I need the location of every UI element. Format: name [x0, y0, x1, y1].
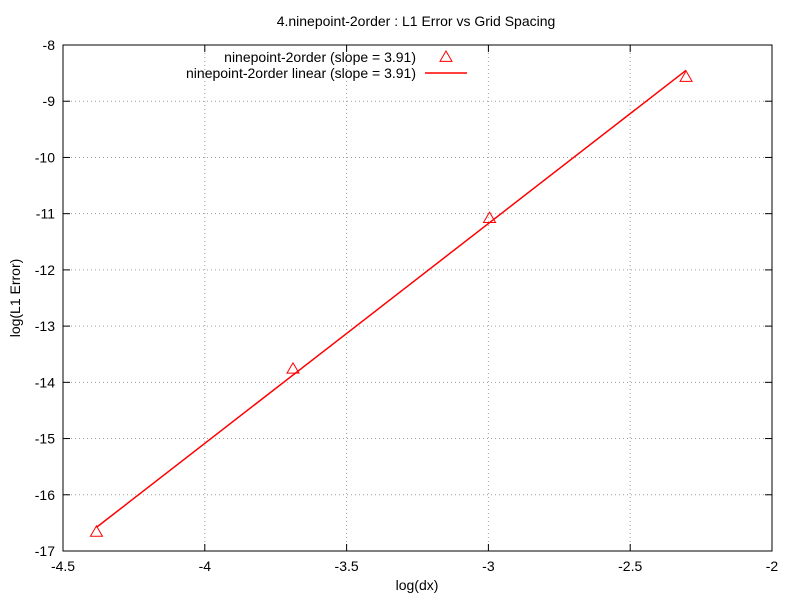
data-point-marker	[286, 361, 300, 374]
legend-label: ninepoint-2order linear (slope = 3.91)	[186, 65, 416, 81]
x-tick-label: -4	[199, 558, 212, 574]
chart-title: 4.ninepoint-2order : L1 Error vs Grid Sp…	[277, 13, 556, 29]
plot-frame	[62, 44, 773, 552]
x-tick-label: -4.5	[51, 558, 75, 574]
y-tick-label: -8	[43, 37, 56, 53]
y-tick-label: -12	[35, 262, 55, 278]
x-tick-label: -3.5	[335, 558, 359, 574]
data-point-marker	[679, 70, 693, 82]
y-tick-label: -16	[35, 487, 55, 503]
x-tick-label: -2.5	[618, 558, 642, 574]
y-tick-label: -13	[35, 318, 55, 334]
y-tick-label: -11	[36, 206, 55, 222]
tick-labels: -4.5 -4 -3.5 -3 -2.5 -2 -17 -16 -15 -14 -13 -12 -11 -…	[35, 37, 779, 574]
legend: ninepoint-2order (slope = 3.91)ninepoint…	[186, 49, 467, 81]
grid	[63, 45, 772, 551]
x-axis-label: log(dx)	[396, 577, 439, 593]
legend-label: ninepoint-2order (slope = 3.91)	[224, 49, 416, 65]
x-tick-label: -3	[482, 558, 495, 574]
axis-ticks	[62, 44, 773, 552]
y-tick-label: -15	[35, 431, 55, 447]
data-point-marker	[482, 211, 497, 223]
y-tick-label: -14	[35, 374, 55, 390]
legend-marker-swatch	[439, 50, 453, 62]
y-tick-label: -17	[35, 543, 55, 559]
x-tick-label: -2	[766, 558, 779, 574]
series-layer	[89, 69, 693, 537]
y-axis-label: log(L1 Error)	[7, 259, 23, 338]
y-tick-label: -10	[35, 149, 55, 165]
data-point-marker	[89, 524, 104, 537]
y-tick-label: -9	[43, 93, 56, 109]
fit-line	[96, 69, 687, 528]
